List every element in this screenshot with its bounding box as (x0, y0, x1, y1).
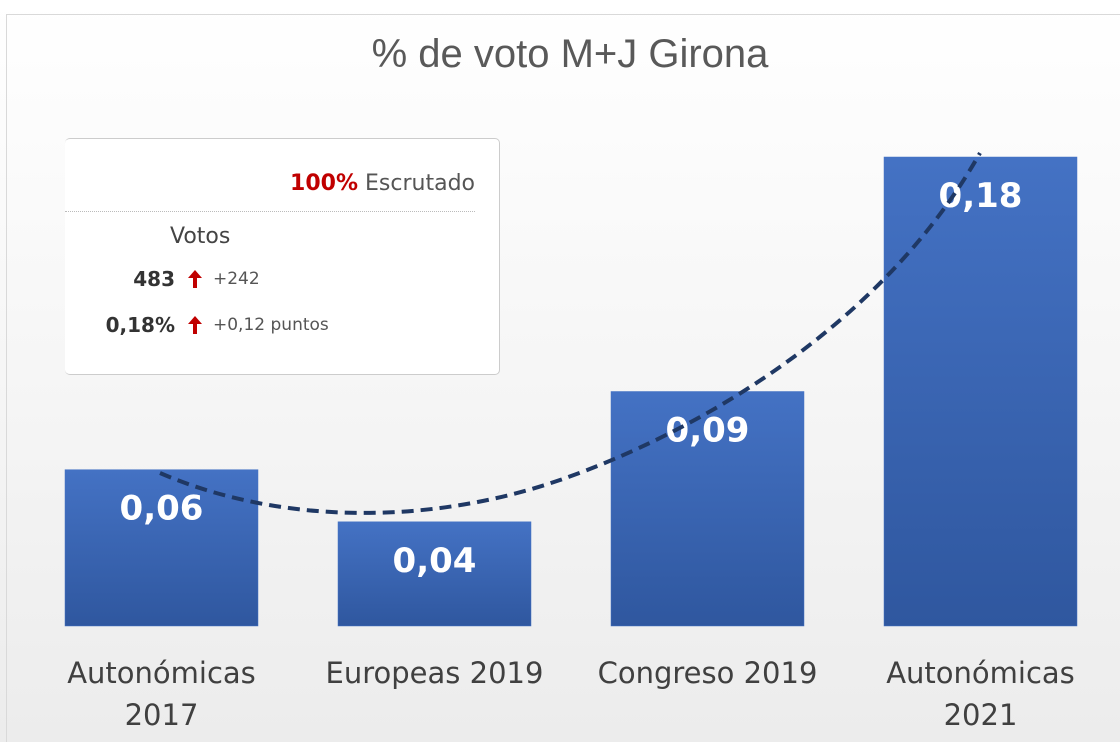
value-label: 0,06 (120, 489, 204, 529)
bar (610, 391, 805, 627)
bar (64, 469, 259, 627)
votes-value: 483 (133, 267, 175, 291)
scrutiny-label: Escrutado (365, 171, 475, 196)
value-label: 0,09 (666, 411, 750, 451)
scrutiny-value: 100% (290, 171, 359, 196)
x-tick-label: Autonómicas 2021 (886, 656, 1075, 732)
trend-line (159, 152, 982, 515)
separator (65, 211, 475, 212)
votes-header: Votos (170, 224, 231, 249)
x-tick-label: Congreso 2019 (597, 656, 818, 690)
votes-change: +242 (213, 269, 260, 289)
up-arrow (188, 270, 202, 288)
bar (337, 521, 532, 627)
value-label: 0,04 (393, 541, 477, 581)
results-inset: 100% Escrutado Votos 483 +242 0,18% +0,1… (65, 138, 500, 375)
frame (6, 14, 1120, 742)
chart-title: % de voto M+J Girona (371, 32, 769, 76)
up-arrow (188, 316, 202, 334)
scrutiny: 100% Escrutado (290, 171, 475, 196)
bar (883, 156, 1078, 627)
x-tick-label: Autonómicas 2017 (67, 656, 256, 732)
x-tick-label: Europeas 2019 (325, 656, 544, 690)
share-value: 0,18% (105, 313, 175, 337)
share-change: +0,12 puntos (213, 315, 329, 335)
